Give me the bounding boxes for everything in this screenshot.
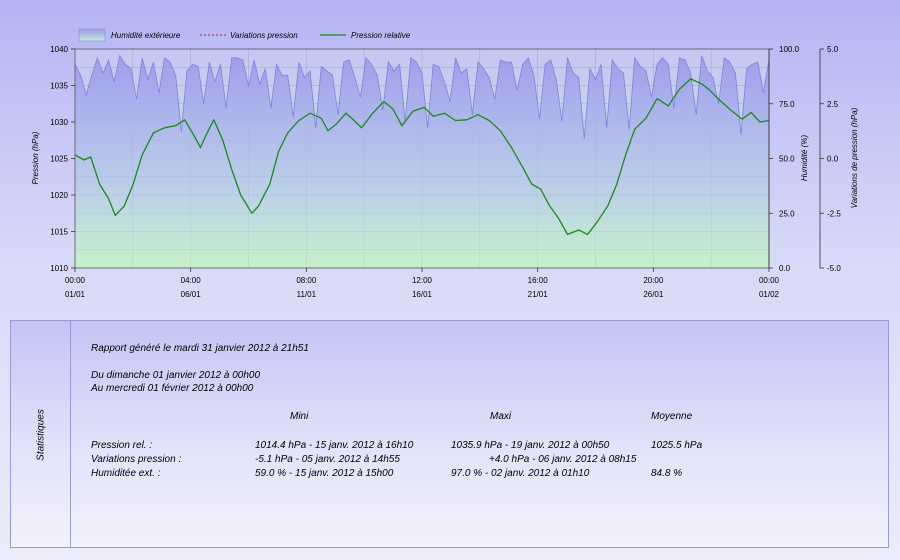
humidity-series bbox=[74, 54, 770, 268]
header-max: Maxi bbox=[490, 411, 512, 422]
row-avg-humidity: 84.8 % bbox=[651, 468, 683, 479]
x-tick-time: 08:00 bbox=[296, 276, 317, 285]
legend-label-variation: Variations pression bbox=[230, 31, 298, 40]
left-tick-label: 1020 bbox=[50, 191, 68, 200]
x-tick-time: 04:00 bbox=[181, 276, 202, 285]
right-2-tick-label: 5.0 bbox=[827, 45, 839, 54]
legend-label-humidity: Humidité extérieure bbox=[111, 31, 181, 40]
x-tick-time: 00:00 bbox=[759, 276, 780, 285]
period-end-line: Au mercredi 01 février 2012 à 00h00 bbox=[91, 383, 254, 394]
row-min-humidity: 59.0 % - 15 janv. 2012 à 15h00 bbox=[255, 468, 394, 479]
row-label-variation: Variations pression : bbox=[91, 454, 182, 465]
right-1-tick-label: 25.0 bbox=[779, 209, 795, 218]
header-min: Mini bbox=[290, 411, 309, 422]
pressure-line bbox=[74, 78, 770, 236]
row-max-humidity: 97.0 % - 02 janv. 2012 à 01h10 bbox=[451, 468, 590, 479]
x-tick-date: 26/01 bbox=[643, 290, 664, 299]
row-max-variation: +4.0 hPa - 06 janv. 2012 à 08h15 bbox=[489, 454, 637, 465]
axes: 1010 1015 1020 1025 1030 1035 1040 Pression (hP… bbox=[31, 45, 859, 299]
x-tick-date: 01/01 bbox=[65, 290, 86, 299]
row-min-pressure: 1014.4 hPa - 15 janv. 2012 à 16h10 bbox=[255, 440, 414, 451]
header-avg: Moyenne bbox=[651, 411, 693, 422]
row-min-variation: -5.1 hPa - 05 janv. 2012 à 14h55 bbox=[255, 454, 400, 465]
x-tick-time: 00:00 bbox=[65, 276, 86, 285]
left-tick-label: 1025 bbox=[50, 155, 68, 164]
x-tick-time: 12:00 bbox=[412, 276, 433, 285]
humidity-area bbox=[75, 55, 769, 268]
left-tick-label: 1010 bbox=[50, 264, 68, 273]
x-tick-time: 16:00 bbox=[528, 276, 549, 285]
row-label-pressure: Pression rel. : bbox=[91, 440, 153, 451]
chart-panel: 1010 1015 1020 1025 1030 1035 1040 Pression (hP… bbox=[31, 28, 859, 299]
statistics-side-label: Statistiques bbox=[35, 409, 47, 461]
left-tick-label: 1040 bbox=[50, 45, 68, 54]
x-tick-date: 06/01 bbox=[181, 290, 202, 299]
right-1-tick-label: 100.0 bbox=[779, 45, 800, 54]
row-avg-pressure: 1025.5 hPa bbox=[651, 440, 703, 451]
pressure-series bbox=[74, 78, 770, 236]
x-tick-date: 16/01 bbox=[412, 290, 433, 299]
left-tick-label: 1035 bbox=[50, 82, 68, 91]
right-1-tick-label: 0.0 bbox=[779, 264, 791, 273]
right-axis-1-title: Humidité (%) bbox=[800, 135, 809, 182]
left-tick-label: 1015 bbox=[50, 228, 68, 237]
right-axis-2-title: Variations de pression (hPa) bbox=[850, 107, 859, 208]
x-tick-date: 21/01 bbox=[528, 290, 549, 299]
x-tick-time: 20:00 bbox=[643, 276, 664, 285]
pressure-humidity-chart: 1010 1015 1020 1025 1030 1035 1040 Pression (hP… bbox=[31, 28, 859, 299]
legend-swatch-humidity bbox=[78, 28, 106, 42]
left-tick-label: 1030 bbox=[50, 118, 68, 127]
report-date-line: Rapport généré le mardi 31 janvier 2012 … bbox=[91, 343, 309, 354]
left-axis-title: Pression (hPa) bbox=[31, 131, 40, 184]
right-2-tick-label: -5.0 bbox=[827, 264, 841, 273]
period-start-line: Du dimanche 01 janvier 2012 à 00h00 bbox=[91, 370, 261, 381]
right-1-tick-label: 75.0 bbox=[779, 100, 795, 109]
humidity-line bbox=[74, 54, 770, 139]
right-1-tick-label: 50.0 bbox=[779, 155, 795, 164]
chart-legend: Humidité extérieure Variations pression Pr… bbox=[78, 28, 411, 42]
x-tick-date: 11/01 bbox=[297, 290, 317, 299]
statistics-panel: Statistiques Rapport généré le mardi 31 … bbox=[10, 320, 889, 548]
legend-label-pressure: Pression relative bbox=[351, 31, 411, 40]
right-2-tick-label: -2.5 bbox=[827, 209, 841, 218]
row-max-pressure: 1035.9 hPa - 19 janv. 2012 à 00h50 bbox=[451, 440, 610, 451]
right-2-tick-label: 2.5 bbox=[827, 100, 839, 109]
row-label-humidity: Humiditée ext. : bbox=[91, 468, 161, 479]
x-tick-date: 01/02 bbox=[759, 290, 780, 299]
right-2-tick-label: 0.0 bbox=[827, 155, 839, 164]
statistics-side-tab: Statistiques bbox=[11, 321, 71, 547]
